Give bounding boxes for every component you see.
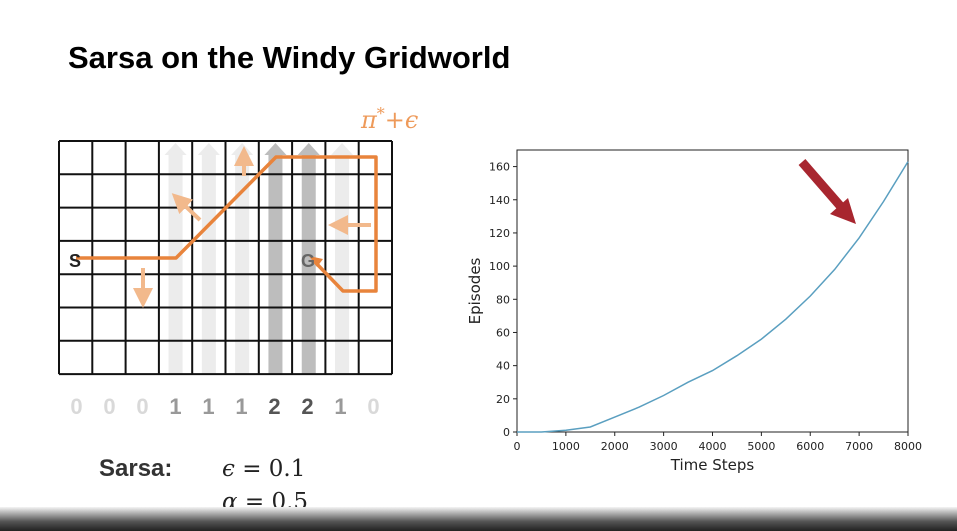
goal-label: G	[301, 251, 315, 271]
slide-title: Sarsa on the Windy Gridworld	[68, 40, 511, 75]
y-tick-label: 100	[489, 260, 510, 273]
wind-column-arrow	[331, 143, 354, 155]
y-axis-label: Episodes	[466, 257, 484, 324]
wind-value: 2	[301, 394, 314, 419]
episodes-chart: 0 1000 2000 3000 4000 5000 6000 7000 8000 0 20 40 60…	[466, 149, 922, 474]
x-tick-label: 1000	[552, 440, 580, 453]
y-tick-label: 120	[489, 227, 510, 240]
wind-column-arrow	[197, 143, 220, 155]
path-arrowhead	[309, 256, 323, 267]
x-tick-label: 2000	[601, 440, 629, 453]
wind-value: 2	[268, 394, 281, 419]
callout-arrow	[798, 159, 856, 224]
policy-arrows	[133, 146, 371, 308]
y-tick-label: 0	[503, 426, 510, 439]
x-tick-label: 7000	[845, 440, 873, 453]
epsilon-param: ϵ = 0.1	[222, 456, 306, 482]
wind-column-arrow	[264, 143, 287, 155]
x-tick-label: 6000	[796, 440, 824, 453]
x-tick-label: 8000	[894, 440, 922, 453]
wind-column-arrow	[231, 143, 254, 155]
episodes-series-line	[517, 161, 909, 433]
y-tick-label: 140	[489, 194, 510, 207]
chart-ticks: 0 1000 2000 3000 4000 5000 6000 7000 8000 0 20 40 60…	[489, 161, 922, 453]
wind-value: 1	[202, 394, 215, 419]
wind-value: 1	[169, 394, 182, 419]
chart-axes	[516, 149, 909, 433]
y-tick-label: 160	[489, 161, 510, 174]
wind-column-arrow	[164, 143, 187, 155]
wind-value: 0	[367, 394, 380, 419]
start-label: S	[69, 251, 81, 271]
algorithm-label: Sarsa:	[99, 455, 173, 482]
y-tick-label: 80	[496, 293, 510, 306]
policy-label: π*+ϵ	[361, 104, 419, 134]
x-tick-label: 3000	[650, 440, 678, 453]
wind-value: 0	[103, 394, 116, 419]
optimal-path	[76, 155, 378, 293]
y-tick-label: 40	[496, 360, 510, 373]
wind-value: 0	[70, 394, 83, 419]
plot-frame	[516, 149, 909, 433]
windy-gridworld: S G	[58, 140, 393, 376]
x-axis-label: Time Steps	[670, 456, 755, 474]
wind-value: 1	[334, 394, 347, 419]
wind-value: 1	[235, 394, 248, 419]
x-tick-label: 4000	[699, 440, 727, 453]
wind-value: 0	[136, 394, 149, 419]
y-tick-label: 20	[496, 393, 510, 406]
bottom-bar	[0, 507, 957, 531]
policy-arrow	[171, 193, 202, 222]
x-tick-label: 5000	[747, 440, 775, 453]
y-tick-label: 60	[496, 326, 510, 339]
wind-column-arrow	[297, 143, 320, 155]
x-tick-label: 0	[514, 440, 521, 453]
